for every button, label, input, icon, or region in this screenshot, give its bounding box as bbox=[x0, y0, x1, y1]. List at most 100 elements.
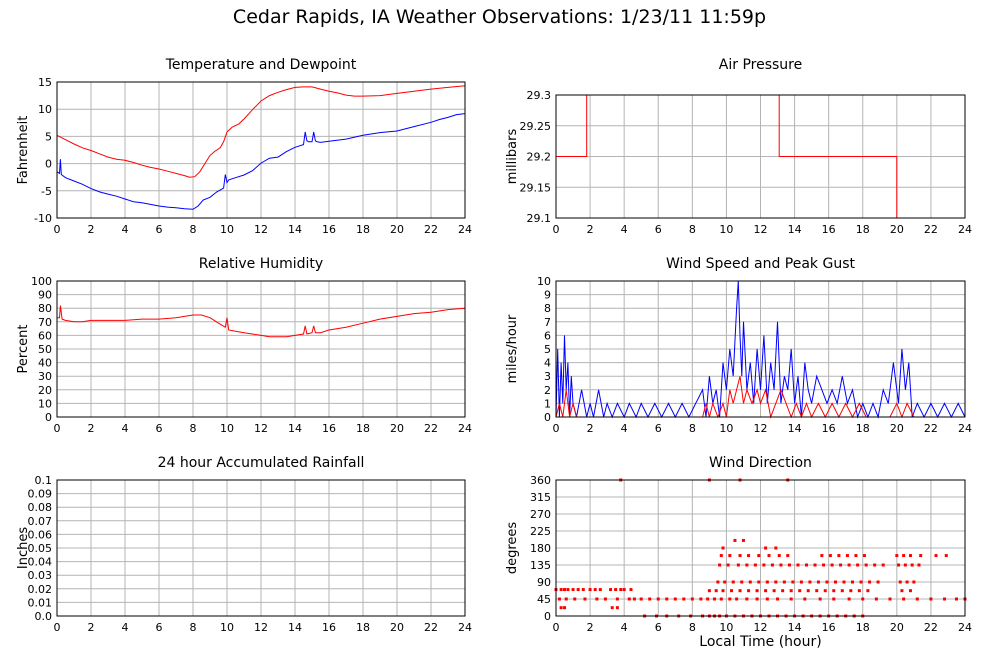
data-point bbox=[862, 554, 866, 558]
x-tick-label: 12 bbox=[754, 621, 768, 634]
series-line-temp-0 bbox=[56, 85, 466, 178]
y-tick-label: 315 bbox=[530, 491, 551, 504]
data-point bbox=[830, 563, 834, 567]
chart-title: Relative Humidity bbox=[199, 256, 323, 272]
data-point bbox=[776, 597, 780, 601]
y-tick-label: 270 bbox=[530, 508, 551, 521]
x-tick-label: 2 bbox=[587, 422, 594, 435]
x-tick-label: 10 bbox=[220, 422, 234, 435]
x-tick-label: 22 bbox=[424, 621, 438, 634]
data-point bbox=[866, 589, 870, 593]
data-point bbox=[581, 588, 585, 592]
x-tick-label: 4 bbox=[621, 223, 628, 236]
x-tick-label: 8 bbox=[689, 422, 696, 435]
data-point bbox=[598, 588, 602, 592]
x-tick-label: 0 bbox=[553, 422, 560, 435]
data-point bbox=[719, 597, 723, 601]
x-tick-label: 4 bbox=[122, 422, 129, 435]
data-point bbox=[857, 589, 861, 593]
y-tick-label: 0.08 bbox=[28, 501, 53, 514]
plot-frame bbox=[555, 479, 966, 617]
y-tick-label: 7 bbox=[544, 316, 551, 329]
data-point bbox=[629, 588, 633, 592]
x-tick-label: 10 bbox=[719, 621, 733, 634]
data-point bbox=[627, 597, 631, 601]
data-point bbox=[789, 589, 793, 593]
x-tick-label: 24 bbox=[458, 422, 472, 435]
data-point bbox=[777, 554, 781, 558]
data-point bbox=[721, 546, 725, 550]
y-axis-label: degrees bbox=[505, 522, 520, 575]
x-tick-label: 22 bbox=[924, 422, 938, 435]
x-tick-label: 0 bbox=[553, 621, 560, 634]
data-point bbox=[881, 563, 885, 567]
x-tick-label: 8 bbox=[190, 621, 197, 634]
y-tick-label: 0.06 bbox=[28, 528, 53, 541]
x-tick-label: 6 bbox=[655, 422, 662, 435]
data-point bbox=[832, 597, 836, 601]
y-tick-label: 29.25 bbox=[520, 120, 552, 133]
x-tick-label: 6 bbox=[156, 223, 163, 236]
data-point bbox=[632, 597, 636, 601]
data-point bbox=[707, 589, 711, 593]
data-point bbox=[774, 580, 778, 584]
y-tick-label: 0.1 bbox=[35, 474, 53, 487]
data-point bbox=[837, 554, 841, 558]
data-point bbox=[905, 580, 909, 584]
data-point bbox=[779, 563, 783, 567]
y-tick-label: 0.01 bbox=[28, 596, 53, 609]
data-point bbox=[764, 589, 768, 593]
series-line-humidity-0 bbox=[57, 305, 466, 338]
data-point bbox=[910, 563, 914, 567]
y-tick-label: 0 bbox=[544, 610, 551, 623]
y-tick-label: 180 bbox=[530, 542, 551, 555]
data-point bbox=[908, 589, 912, 593]
data-point bbox=[723, 580, 727, 584]
data-point bbox=[895, 554, 899, 558]
x-tick-label: 6 bbox=[156, 621, 163, 634]
data-point bbox=[738, 589, 742, 593]
data-point bbox=[805, 563, 809, 567]
y-tick-label: 10 bbox=[38, 397, 52, 410]
data-point bbox=[765, 580, 769, 584]
y-tick-label: 45 bbox=[537, 593, 551, 606]
data-point bbox=[851, 580, 855, 584]
y-tick-label: 0.04 bbox=[28, 556, 53, 569]
data-point bbox=[699, 597, 703, 601]
data-point bbox=[614, 588, 618, 592]
x-tick-label: 0 bbox=[54, 621, 61, 634]
x-tick-label: 16 bbox=[822, 422, 836, 435]
x-tick-label: 2 bbox=[587, 223, 594, 236]
y-tick-label: 100 bbox=[31, 275, 52, 288]
data-point bbox=[712, 597, 716, 601]
data-point bbox=[610, 606, 614, 610]
data-point bbox=[915, 597, 919, 601]
data-point bbox=[571, 588, 575, 592]
data-point bbox=[682, 597, 686, 601]
x-tick-label: 24 bbox=[958, 621, 972, 634]
chart-title: Temperature and Dewpoint bbox=[165, 57, 357, 73]
y-tick-label: 3 bbox=[544, 370, 551, 383]
y-tick-label: 70 bbox=[38, 316, 52, 329]
x-tick-label: 16 bbox=[322, 621, 336, 634]
data-point bbox=[566, 588, 570, 592]
data-point bbox=[728, 597, 732, 601]
data-point bbox=[639, 597, 643, 601]
x-tick-label: 14 bbox=[288, 621, 302, 634]
data-point bbox=[714, 589, 718, 593]
data-point bbox=[847, 563, 851, 567]
chart-title: Wind Direction bbox=[709, 455, 812, 471]
y-tick-label: 29.15 bbox=[520, 181, 552, 194]
data-point bbox=[615, 597, 619, 601]
data-point bbox=[903, 563, 907, 567]
data-point bbox=[648, 597, 652, 601]
y-axis-label: millibars bbox=[505, 129, 520, 185]
x-tick-label: 4 bbox=[621, 621, 628, 634]
data-point bbox=[728, 554, 732, 558]
page-title: Cedar Rapids, IA Weather Observations: 1… bbox=[232, 6, 767, 28]
x-tick-label: 22 bbox=[424, 223, 438, 236]
data-point bbox=[622, 588, 626, 592]
